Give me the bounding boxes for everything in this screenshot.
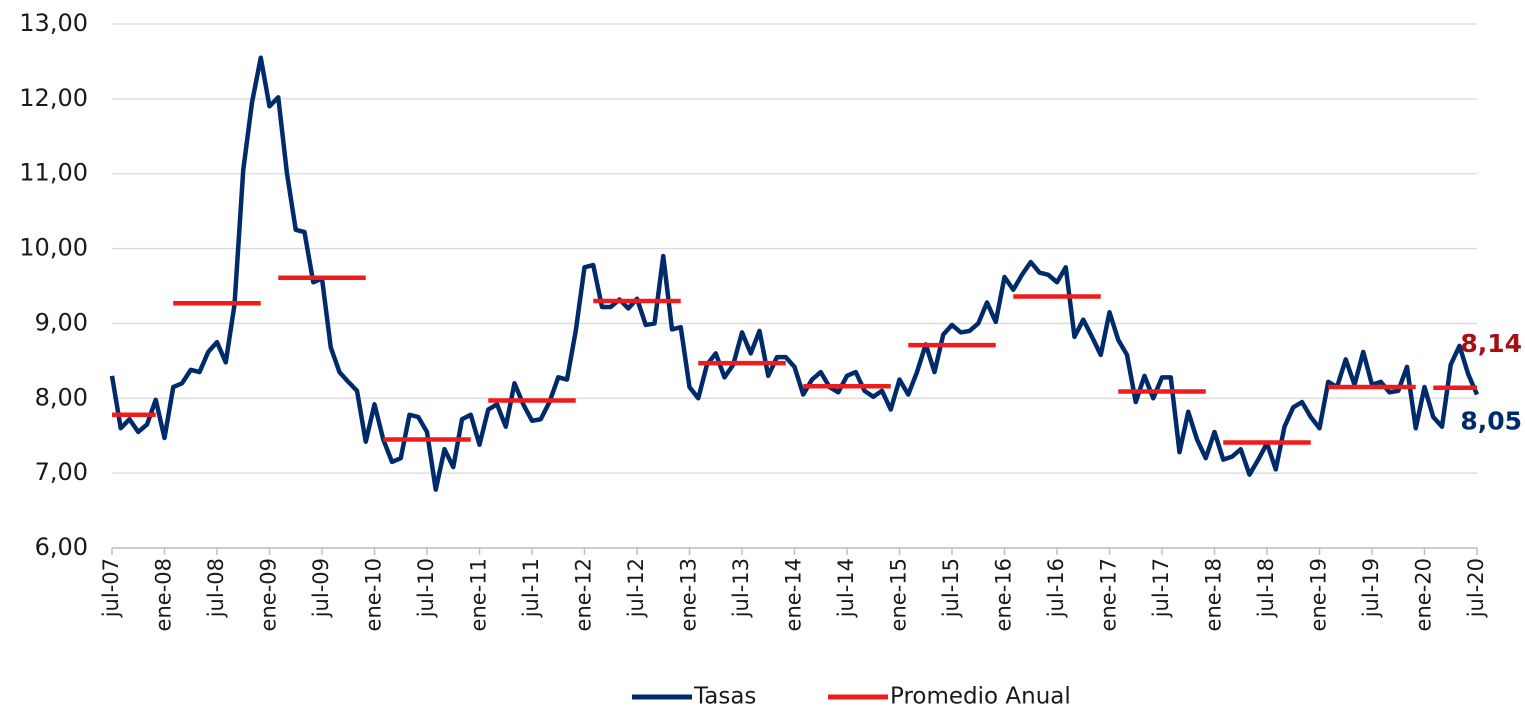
series-line [109, 55, 1480, 492]
x-tick-label: jul-11 [519, 558, 543, 618]
x-tick-label: jul-09 [309, 558, 333, 618]
x-tick-label: ene-20 [1412, 558, 1436, 631]
legend-label: Tasas [693, 684, 756, 710]
x-tick-label: ene-17 [1097, 558, 1121, 631]
y-tick-label: 11,00 [19, 159, 88, 187]
x-tick-label: jul-08 [204, 558, 228, 618]
x-tick-label: ene-18 [1202, 558, 1226, 631]
x-tick-label: jul-12 [624, 558, 648, 618]
x-tick-label: ene-14 [782, 558, 806, 631]
y-tick-label: 7,00 [35, 458, 88, 486]
x-tick-label: ene-11 [467, 558, 491, 631]
x-tick-label: ene-15 [887, 558, 911, 631]
annotation: 8,05 [1460, 407, 1522, 436]
x-tick-label: jul-13 [729, 558, 753, 618]
x-tick-label: jul-15 [939, 558, 963, 618]
y-tick-label: 12,00 [19, 84, 88, 112]
legend-label: Promedio Anual [890, 684, 1071, 710]
x-tick-label: jul-07 [99, 558, 123, 618]
y-tick-label: 8,00 [35, 383, 88, 411]
annotation: 8,14 [1460, 329, 1522, 358]
x-tick-label: jul-17 [1149, 558, 1173, 618]
x-tick-label: ene-13 [677, 558, 701, 631]
y-tick-label: 9,00 [35, 308, 88, 336]
y-tick-label: 6,00 [35, 533, 88, 561]
x-tick-label: jul-16 [1044, 558, 1068, 618]
x-tick-label: ene-12 [572, 558, 596, 631]
x-tick-label: ene-08 [152, 558, 176, 631]
x-tick-label: jul-19 [1359, 558, 1383, 618]
y-tick-label: 13,00 [19, 9, 88, 37]
series-line [112, 275, 1477, 445]
x-tick-label: ene-19 [1307, 558, 1331, 631]
x-tick-label: ene-16 [992, 558, 1016, 631]
x-tick-label: jul-10 [414, 558, 438, 618]
x-tick-label: ene-10 [362, 558, 386, 631]
x-tick-label: jul-20 [1464, 558, 1488, 618]
y-tick-label: 10,00 [19, 234, 88, 262]
x-tick-label: jul-14 [834, 558, 858, 618]
x-tick-label: ene-09 [257, 558, 281, 631]
x-tick-label: jul-18 [1254, 558, 1278, 618]
